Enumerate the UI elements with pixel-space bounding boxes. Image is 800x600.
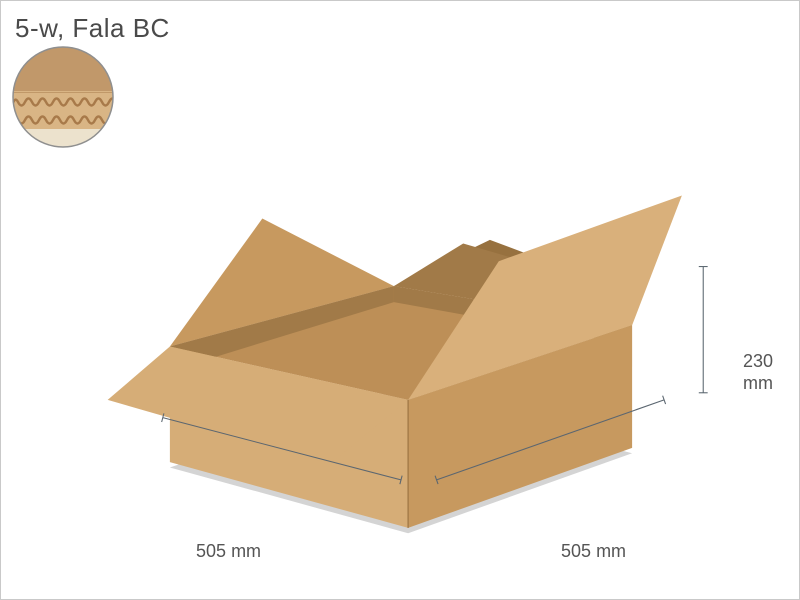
dim-height-value: 230 bbox=[743, 351, 773, 371]
dim-width-label: 505 mm bbox=[561, 541, 626, 562]
dim-height-label: 230 mm bbox=[743, 351, 773, 394]
dim-height-unit: mm bbox=[743, 373, 773, 393]
dim-width-value: 505 bbox=[561, 541, 591, 561]
product-title: 5-w, Fala BC bbox=[15, 13, 170, 44]
dim-depth-value: 505 bbox=[196, 541, 226, 561]
dim-depth-unit: mm bbox=[231, 541, 261, 561]
dim-depth-label: 505 mm bbox=[196, 541, 261, 562]
dim-width-unit: mm bbox=[596, 541, 626, 561]
box-diagram bbox=[81, 41, 721, 581]
